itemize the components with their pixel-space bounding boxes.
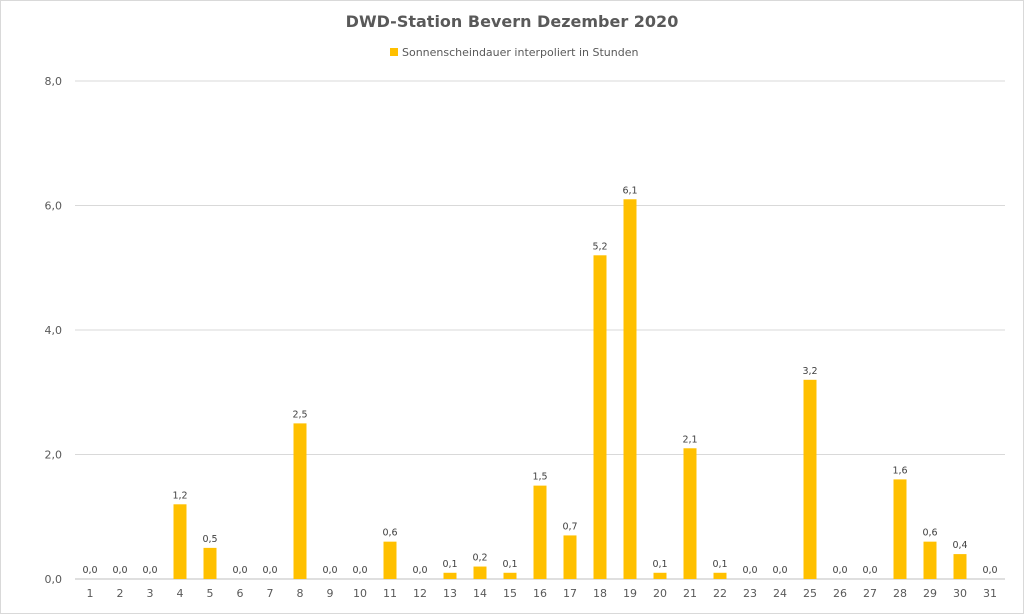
y-axis-ticks: 0,0 2,0 4,0 6,0 8,0 xyxy=(45,75,63,586)
x-tick-label: 12 xyxy=(413,587,427,600)
data-label: 1,6 xyxy=(892,465,907,476)
data-label: 0,0 xyxy=(352,565,367,576)
x-tick-label: 8 xyxy=(297,587,304,600)
data-label: 0,1 xyxy=(502,559,517,570)
data-label: 0,0 xyxy=(82,565,97,576)
data-label: 0,6 xyxy=(382,528,397,539)
y-tick-label: 6,0 xyxy=(45,200,63,213)
data-label: 0,0 xyxy=(772,565,787,576)
data-label: 1,5 xyxy=(532,472,547,483)
data-label: 0,0 xyxy=(322,565,337,576)
data-label: 0,6 xyxy=(922,528,937,539)
x-tick-label: 15 xyxy=(503,587,517,600)
bar xyxy=(923,541,937,579)
data-label: 0,1 xyxy=(442,559,457,570)
x-tick-label: 11 xyxy=(383,587,397,600)
data-label: 0,4 xyxy=(952,540,967,551)
data-label: 0,0 xyxy=(232,565,247,576)
x-tick-label: 20 xyxy=(653,587,667,600)
data-label: 5,2 xyxy=(592,241,607,252)
x-tick-label: 30 xyxy=(953,587,967,600)
bar xyxy=(593,255,607,580)
x-tick-label: 14 xyxy=(473,587,487,600)
bar xyxy=(563,535,577,579)
x-tick-label: 6 xyxy=(237,587,244,600)
legend-swatch xyxy=(390,48,398,56)
x-tick-label: 3 xyxy=(147,587,154,600)
x-tick-label: 5 xyxy=(207,587,214,600)
bar xyxy=(893,479,907,579)
bar xyxy=(473,566,487,579)
x-tick-label: 9 xyxy=(327,587,334,600)
bar xyxy=(173,504,187,579)
y-tick-label: 0,0 xyxy=(45,573,63,586)
chart-title: DWD-Station Bevern Dezember 2020 xyxy=(346,12,679,31)
data-label: 0,0 xyxy=(982,565,997,576)
data-label: 0,1 xyxy=(712,559,727,570)
x-tick-label: 29 xyxy=(923,587,937,600)
bar xyxy=(203,547,217,579)
x-tick-label: 17 xyxy=(563,587,577,600)
x-tick-label: 18 xyxy=(593,587,607,600)
bar xyxy=(683,448,697,579)
bar xyxy=(443,572,457,579)
gridlines xyxy=(75,80,1005,580)
x-tick-label: 16 xyxy=(533,587,547,600)
data-label: 2,1 xyxy=(682,434,697,445)
x-tick-label: 23 xyxy=(743,587,757,600)
data-label: 0,0 xyxy=(412,565,427,576)
legend: Sonnenscheindauer interpoliert in Stunde… xyxy=(390,46,638,59)
bar xyxy=(653,572,667,579)
legend-label: Sonnenscheindauer interpoliert in Stunde… xyxy=(402,46,638,59)
bar xyxy=(713,572,727,579)
bar xyxy=(623,199,637,579)
y-tick-label: 4,0 xyxy=(45,324,63,337)
data-label: 0,0 xyxy=(742,565,757,576)
y-tick-label: 2,0 xyxy=(45,449,63,462)
x-tick-label: 13 xyxy=(443,587,457,600)
bar xyxy=(383,541,397,579)
bar xyxy=(803,379,817,579)
data-label: 0,0 xyxy=(832,565,847,576)
data-label: 2,5 xyxy=(292,409,307,420)
data-label: 0,0 xyxy=(862,565,877,576)
data-label: 0,2 xyxy=(472,553,487,564)
data-label: 0,1 xyxy=(652,559,667,570)
x-tick-label: 4 xyxy=(177,587,184,600)
x-tick-label: 10 xyxy=(353,587,367,600)
x-tick-label: 26 xyxy=(833,587,847,600)
x-tick-label: 25 xyxy=(803,587,817,600)
x-tick-label: 28 xyxy=(893,587,907,600)
bar xyxy=(503,572,517,579)
x-tick-label: 22 xyxy=(713,587,727,600)
data-label: 0,0 xyxy=(142,565,157,576)
x-tick-label: 2 xyxy=(117,587,124,600)
x-tick-label: 19 xyxy=(623,587,637,600)
data-label: 1,2 xyxy=(172,490,187,501)
bar xyxy=(293,423,307,579)
x-tick-label: 24 xyxy=(773,587,787,600)
bars: 0,0 0,0 0,0 1,2 0,5 0,0 0,0 2,5 0,0 0,0 0,6 0,0 0,1 0… xyxy=(82,185,998,580)
x-tick-label: 7 xyxy=(267,587,274,600)
y-tick-label: 8,0 xyxy=(45,75,63,88)
x-axis-ticks: 1 2 3 4 5 6 7 8 9 10 11 12 13 14 15 16 17 18 19 20 21 22 23 24 2… xyxy=(87,587,998,600)
data-label: 0,0 xyxy=(262,565,277,576)
x-tick-label: 31 xyxy=(983,587,997,600)
x-tick-label: 1 xyxy=(87,587,94,600)
data-label: 0,5 xyxy=(202,534,217,545)
x-tick-label: 27 xyxy=(863,587,877,600)
bar xyxy=(953,554,967,579)
data-label: 0,0 xyxy=(112,565,127,576)
data-label: 3,2 xyxy=(802,366,817,377)
data-label: 0,7 xyxy=(562,521,577,532)
data-label: 6,1 xyxy=(622,185,637,196)
x-tick-label: 21 xyxy=(683,587,697,600)
bar xyxy=(533,485,547,579)
